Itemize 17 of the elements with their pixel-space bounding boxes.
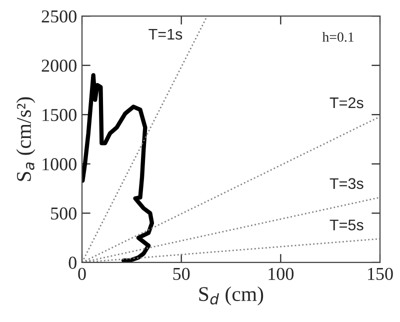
series-label: T=2s (330, 97, 364, 108)
series-label: T=3s (330, 178, 364, 189)
x-tick-label: 100 (268, 268, 294, 280)
y-tick-label: 1000 (42, 158, 76, 170)
x-tick-label: 0 (78, 268, 86, 280)
y-tick-label: 2500 (42, 10, 76, 23)
y-tick-label: 500 (51, 207, 76, 220)
y-axis-title: S$_{a}$ (cm/s²) (16, 97, 36, 181)
y-tick-label: 2000 (42, 60, 76, 72)
x-axis-title: S$_{d}$ (cm) (199, 286, 264, 306)
y-tick-label: 1500 (42, 108, 76, 122)
x-tick-label: 50 (173, 268, 190, 280)
x-tick-label: 150 (368, 268, 393, 280)
y-tick-label: 0 (68, 256, 76, 269)
series-label: T=5s (330, 220, 364, 230)
annotation: h=0.1 (322, 32, 354, 42)
series-label: T=1s (148, 28, 182, 40)
